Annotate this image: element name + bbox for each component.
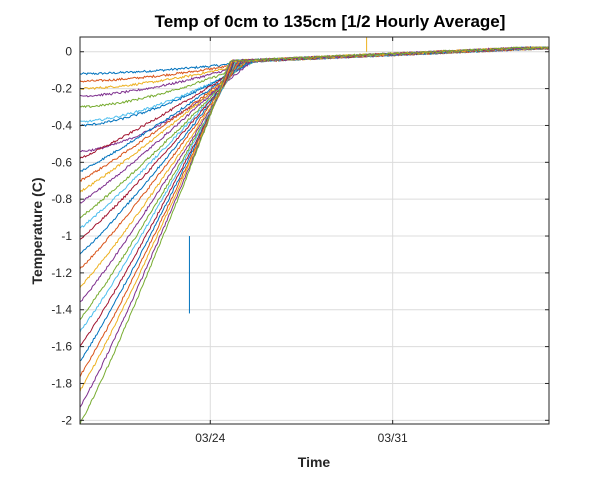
chart-title: Temp of 0cm to 135cm [1/2 Hourly Average… <box>155 12 506 31</box>
plot-area <box>80 37 549 424</box>
x-axis-label: Time <box>298 454 331 470</box>
x-axis-ticks: 03/24 03/31 <box>195 37 408 445</box>
y-tick-label: -1.4 <box>51 303 72 317</box>
y-tick-label: -1.6 <box>51 340 72 354</box>
y-tick-label: -0.6 <box>51 155 72 169</box>
series-line <box>80 46 549 424</box>
series-layer <box>80 37 549 424</box>
y-tick-label: -1.2 <box>51 266 72 280</box>
y-tick-label: -0.4 <box>51 118 72 132</box>
y-tick-label: -1 <box>61 229 72 243</box>
y-tick-label: -2 <box>61 413 72 427</box>
x-tick-label: 03/24 <box>195 431 225 445</box>
x-tick-label: 03/31 <box>378 431 408 445</box>
series-line <box>80 46 549 408</box>
y-tick-label: -0.8 <box>51 192 72 206</box>
plot-frame <box>79 36 550 425</box>
y-tick-label: -0.2 <box>51 82 72 96</box>
y-tick-label: 0 <box>65 45 72 59</box>
y-axis-ticks: 0 -0.2 -0.4 -0.6 -0.8 -1 -1.2 -1.4 -1.6 -1.8 -2 <box>51 45 549 427</box>
y-tick-label: -1.8 <box>51 376 72 390</box>
y-axis-label: Temperature (C) <box>29 177 45 284</box>
